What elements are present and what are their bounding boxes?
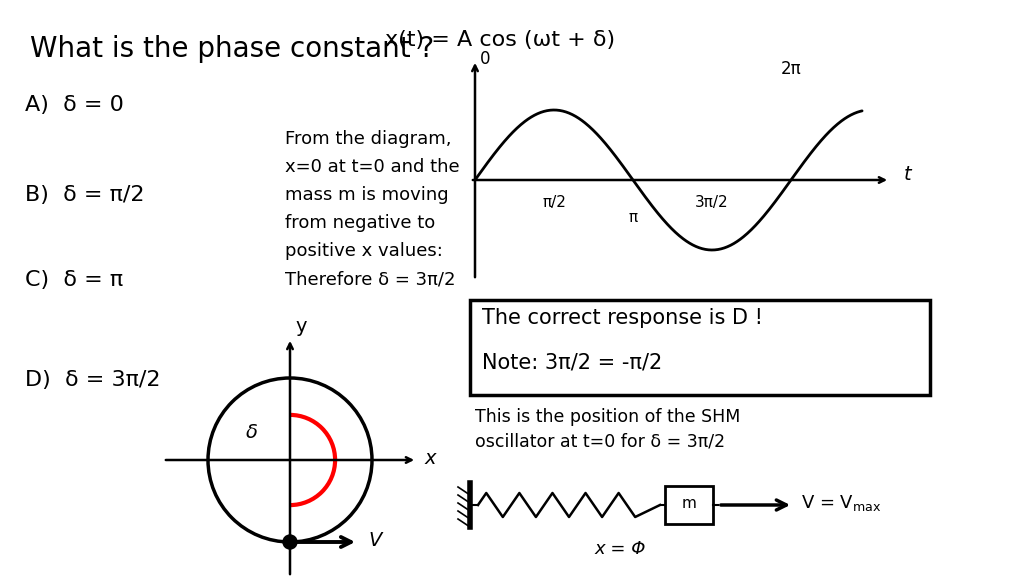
Text: V = V$_{\mathregular{max}}$: V = V$_{\mathregular{max}}$ xyxy=(801,493,882,513)
Text: mass m is moving: mass m is moving xyxy=(285,186,449,204)
Text: oscillator at t=0 for δ = 3π/2: oscillator at t=0 for δ = 3π/2 xyxy=(475,432,725,450)
Text: x(t) = A cos (ωt + δ): x(t) = A cos (ωt + δ) xyxy=(385,30,615,50)
Bar xyxy=(665,486,713,524)
Text: x: x xyxy=(424,449,435,467)
Text: π: π xyxy=(629,210,638,225)
Text: What is the phase constant ?: What is the phase constant ? xyxy=(30,35,434,63)
Text: Note: 3π/2 = -π/2: Note: 3π/2 = -π/2 xyxy=(482,352,663,372)
Text: positive x values:: positive x values: xyxy=(285,242,442,260)
Text: x = Φ: x = Φ xyxy=(594,540,646,558)
Text: V: V xyxy=(368,530,381,550)
Text: δ: δ xyxy=(246,423,258,442)
Text: Therefore δ = 3π/2: Therefore δ = 3π/2 xyxy=(285,270,456,288)
Text: C)  δ = π: C) δ = π xyxy=(25,270,123,290)
Text: A)  δ = 0: A) δ = 0 xyxy=(25,95,124,115)
Text: The correct response is D !: The correct response is D ! xyxy=(482,308,763,328)
Text: From the diagram,: From the diagram, xyxy=(285,130,452,148)
Text: This is the position of the SHM: This is the position of the SHM xyxy=(475,408,740,426)
Text: 3π/2: 3π/2 xyxy=(695,195,729,210)
Text: 2π: 2π xyxy=(780,60,802,78)
Text: 0: 0 xyxy=(480,50,490,68)
Circle shape xyxy=(283,535,297,549)
Bar xyxy=(470,300,930,395)
Text: m: m xyxy=(682,496,696,512)
Text: x=0 at t=0 and the: x=0 at t=0 and the xyxy=(285,158,460,176)
Text: D)  δ = 3π/2: D) δ = 3π/2 xyxy=(25,370,161,390)
Text: from negative to: from negative to xyxy=(285,214,435,232)
Text: y: y xyxy=(295,317,306,336)
Text: B)  δ = π/2: B) δ = π/2 xyxy=(25,185,144,205)
Text: π/2: π/2 xyxy=(542,195,566,210)
Text: t: t xyxy=(904,165,911,185)
